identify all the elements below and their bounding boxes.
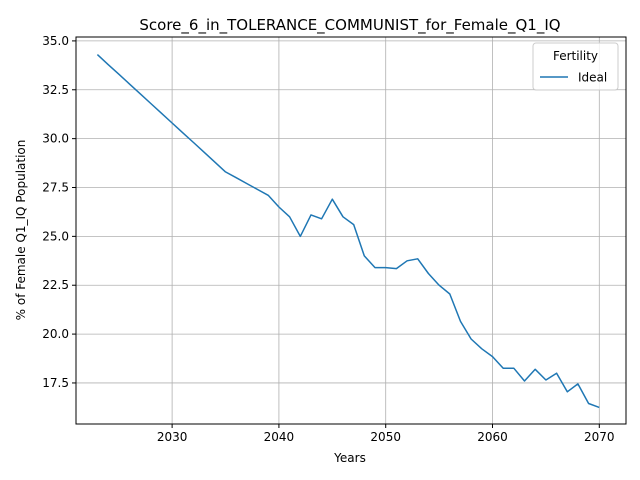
legend-title: Fertility bbox=[553, 49, 598, 63]
x-axis-label: Years bbox=[333, 451, 366, 465]
legend-box bbox=[532, 42, 619, 91]
y-tick-label: 22.5 bbox=[42, 278, 69, 292]
legend: Fertility Ideal bbox=[532, 42, 619, 91]
y-tick-label: 30.0 bbox=[42, 132, 69, 146]
x-tick-label: 2040 bbox=[264, 430, 295, 444]
x-tick-label: 2060 bbox=[477, 430, 508, 444]
x-tick-label: 2050 bbox=[370, 430, 401, 444]
x-tick-label: 2070 bbox=[584, 430, 615, 444]
grid bbox=[76, 37, 626, 424]
y-tick-label: 27.5 bbox=[42, 181, 69, 195]
chart-title: Score_6_in_TOLERANCE_COMMUNIST_for_Femal… bbox=[139, 16, 560, 35]
plot-area bbox=[75, 36, 627, 425]
legend-entry-ideal: Ideal bbox=[578, 71, 607, 85]
y-tick-label: 32.5 bbox=[42, 83, 69, 97]
x-tick-label: 2030 bbox=[157, 430, 188, 444]
series-layer bbox=[96, 54, 600, 409]
y-tick-label: 35.0 bbox=[42, 34, 69, 48]
y-tick-label: 20.0 bbox=[42, 327, 69, 341]
y-axis-label: % of Female Q1_IQ Population bbox=[14, 140, 28, 321]
x-axis: 2030 2040 2050 2060 2070 bbox=[157, 424, 615, 444]
y-axis: 17.5 20.0 22.5 25.0 27.5 30.0 32.5 35.0 bbox=[42, 34, 76, 390]
y-tick-label: 17.5 bbox=[42, 376, 69, 390]
series-line-ideal bbox=[96, 54, 600, 409]
y-tick-label: 25.0 bbox=[42, 229, 69, 243]
